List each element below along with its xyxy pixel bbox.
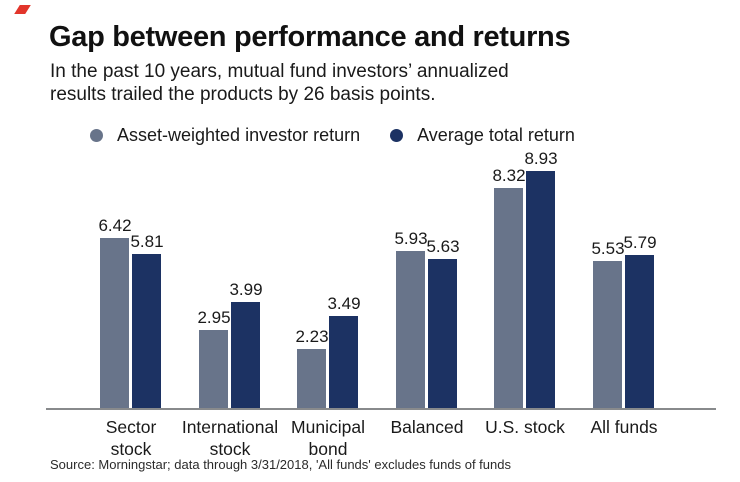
chart-title: Gap between performance and returns <box>49 21 571 53</box>
legend-label-average-total: Average total return <box>417 124 575 145</box>
bar-average-total-4 <box>526 171 555 408</box>
bar-value-label-asset-weighted-3: 5.93 <box>394 229 428 248</box>
x-axis-label-5: All funds <box>590 417 658 437</box>
bar-value-label-average-total-1: 3.99 <box>229 280 263 299</box>
bar-average-total-5 <box>625 255 654 408</box>
bar-value-label-average-total-3: 5.63 <box>426 237 460 256</box>
x-axis-label-0: Sector stock <box>105 417 157 459</box>
x-axis-label-1: International stock <box>181 417 279 459</box>
legend-label-asset-weighted: Asset-weighted investor return <box>117 124 361 145</box>
x-axis-label-2: Municipal bond <box>291 417 365 459</box>
legend-dot-asset-weighted-icon <box>90 128 103 142</box>
legend-dot-average-total-icon <box>390 128 404 142</box>
source-note: Source: Morningstar; data through 3/31/2… <box>50 457 511 472</box>
bar-average-total-2 <box>329 316 358 408</box>
bar-average-total-1 <box>231 302 260 408</box>
bar-value-label-average-total-0: 5.81 <box>130 232 164 251</box>
bar-value-label-average-total-5: 5.79 <box>623 233 657 252</box>
bar-asset-weighted-2 <box>297 349 326 408</box>
bar-value-label-asset-weighted-1: 2.95 <box>197 308 231 327</box>
chart-subtitle: In the past 10 years, mutual fund invest… <box>50 60 509 106</box>
chart-legend: Asset-weighted investor return Average t… <box>90 124 575 145</box>
bar-asset-weighted-4 <box>494 188 523 408</box>
x-axis-label-3: Balanced <box>390 417 464 437</box>
subtitle-line-1: In the past 10 years, mutual fund invest… <box>50 61 509 82</box>
bar-asset-weighted-3 <box>396 251 425 408</box>
x-axis-label-4: U.S. stock <box>485 417 565 437</box>
x-axis-baseline <box>46 408 716 410</box>
bar-average-total-0 <box>132 254 161 408</box>
bar-asset-weighted-1 <box>199 330 228 408</box>
bar-asset-weighted-0 <box>100 238 129 408</box>
bar-value-label-asset-weighted-2: 2.23 <box>295 327 329 346</box>
bar-asset-weighted-5 <box>593 261 622 408</box>
bar-value-label-average-total-2: 3.49 <box>327 294 361 313</box>
bar-average-total-3 <box>428 259 457 408</box>
bar-value-label-asset-weighted-0: 6.42 <box>98 216 132 235</box>
bar-value-label-average-total-4: 8.93 <box>524 149 558 168</box>
bar-value-label-asset-weighted-5: 5.53 <box>591 239 625 258</box>
subtitle-line-2: results trailed the products by 26 basis… <box>50 84 436 105</box>
bar-value-label-asset-weighted-4: 8.32 <box>492 166 526 185</box>
